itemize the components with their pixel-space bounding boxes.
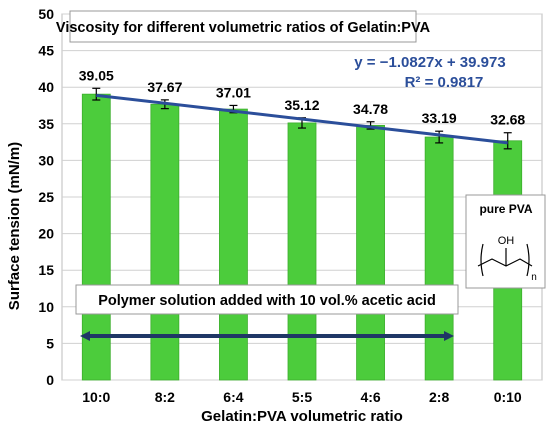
pva-oh-label: OH xyxy=(498,235,515,247)
band-label-box xyxy=(75,284,459,315)
x-axis-label: Gelatin:PVA volumetric ratio xyxy=(201,408,403,425)
y-tick-label: 15 xyxy=(38,262,54,278)
y-tick-label: 40 xyxy=(38,79,54,95)
trend-line xyxy=(96,93,508,145)
data-label: 37.01 xyxy=(216,84,251,100)
gridlines xyxy=(62,13,542,381)
trend-equation: y = −1.0827x + 39.973 xyxy=(354,54,505,71)
trend-line-path xyxy=(96,93,508,145)
y-tick-label: 50 xyxy=(38,6,54,22)
y-axis-label: Surface tension (mN/m) xyxy=(6,142,23,310)
y-tick-label: 0 xyxy=(46,372,54,388)
x-tick-label: 5:5 xyxy=(292,389,312,405)
y-tick-label: 5 xyxy=(46,335,54,351)
data-label: 32.68 xyxy=(490,112,525,128)
y-tick-label: 20 xyxy=(38,226,54,242)
y-tick-label: 30 xyxy=(38,152,54,168)
x-tick-labels: 10:0 8:2 6:4 5:5 4:6 2:8 0:10 xyxy=(82,389,522,405)
x-tick-label: 4:6 xyxy=(360,389,380,405)
bar xyxy=(424,136,454,381)
data-label: 33.19 xyxy=(422,110,457,126)
pva-inset-box xyxy=(465,194,546,289)
data-label: 35.12 xyxy=(284,97,319,113)
bar xyxy=(287,122,317,381)
pva-n-label: n xyxy=(531,272,537,283)
x-tick-label: 10:0 xyxy=(82,389,110,405)
y-tick-labels: 0 5 10 15 20 25 30 35 40 45 50 xyxy=(38,6,54,388)
title-box xyxy=(69,10,417,43)
data-label: 37.67 xyxy=(147,79,182,95)
x-tick-label: 0:10 xyxy=(494,389,522,405)
y-tick-label: 10 xyxy=(38,299,54,315)
pva-label: pure PVA xyxy=(479,202,532,216)
trend-r-squared: R² = 0.9817 xyxy=(405,74,484,91)
pva-structure-icon xyxy=(477,243,533,277)
band-label: Polymer solution added with 10 vol.% ace… xyxy=(98,293,436,309)
y-tick-label: 25 xyxy=(38,189,54,205)
chart-title: Viscosity for different volumetric ratio… xyxy=(56,20,431,36)
x-tick-label: 2:8 xyxy=(429,389,449,405)
y-tick-label: 35 xyxy=(38,116,54,132)
data-label: 39.05 xyxy=(79,67,114,83)
data-label: 34.78 xyxy=(353,101,388,117)
bar xyxy=(356,125,385,381)
x-tick-label: 8:2 xyxy=(155,389,175,405)
x-tick-label: 6:4 xyxy=(223,389,243,405)
pva-inset: pure PVA OH n xyxy=(465,194,546,289)
bar xyxy=(219,108,248,381)
y-tick-label: 45 xyxy=(38,43,54,59)
value-labels: 39.05 37.67 37.01 35.12 34.78 33.19 32.68 xyxy=(79,67,526,127)
bar xyxy=(150,103,180,381)
